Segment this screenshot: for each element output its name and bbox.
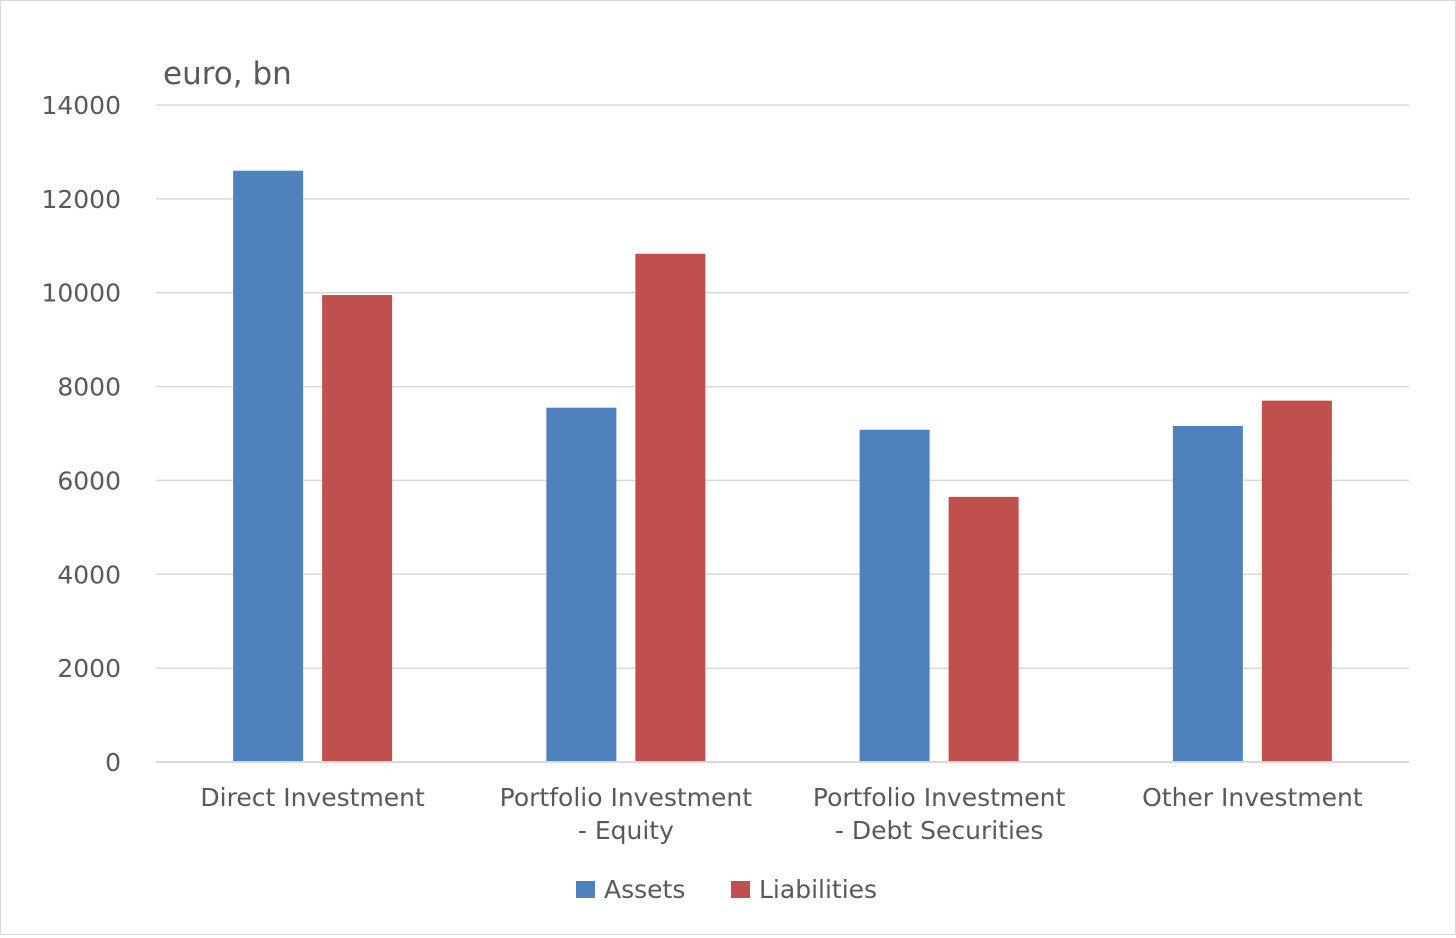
bar-liabilities-0 [322, 295, 393, 762]
bar-assets-1 [546, 407, 617, 762]
x-tick-label-2-1: - Debt Securities [835, 816, 1043, 845]
y-tick-label-8000: 8000 [57, 373, 121, 402]
x-tick-label-1-1: - Equity [578, 816, 674, 845]
y-axis-unit-label: euro, bn [163, 56, 292, 92]
x-tick-label-3-0: Other Investment [1142, 783, 1363, 812]
y-tick-label-14000: 14000 [41, 91, 121, 120]
legend-swatch-assets [576, 881, 595, 898]
y-tick-label-0: 0 [105, 748, 121, 777]
y-tick-label-12000: 12000 [41, 185, 121, 214]
legend: Assets Liabilities [576, 875, 877, 904]
y-tick-label-6000: 6000 [57, 466, 121, 495]
bar-liabilities-3 [1261, 400, 1332, 762]
bar-liabilities-1 [635, 253, 706, 763]
y-tick-label-10000: 10000 [41, 279, 121, 308]
bar-liabilities-2 [948, 496, 1019, 762]
legend-swatch-liabilities [731, 881, 750, 898]
x-tick-label-2-0: Portfolio Investment [813, 783, 1066, 812]
legend-label-liabilities: Liabilities [759, 875, 877, 904]
x-axis-labels: Direct Investment Portfolio Investment - E… [200, 783, 1362, 845]
legend-label-assets: Assets [604, 875, 685, 904]
bar-assets-2 [859, 429, 930, 762]
bar-assets-3 [1172, 425, 1243, 762]
bar-assets-0 [233, 170, 304, 762]
x-tick-label-0-0: Direct Investment [200, 783, 425, 812]
y-axis-ticks: 0 2000 4000 6000 8000 10000 12000 14000 [41, 91, 121, 777]
bars [156, 170, 1409, 763]
x-tick-label-1-0: Portfolio Investment [500, 783, 753, 812]
y-tick-label-2000: 2000 [57, 654, 121, 683]
y-tick-label-4000: 4000 [57, 560, 121, 589]
